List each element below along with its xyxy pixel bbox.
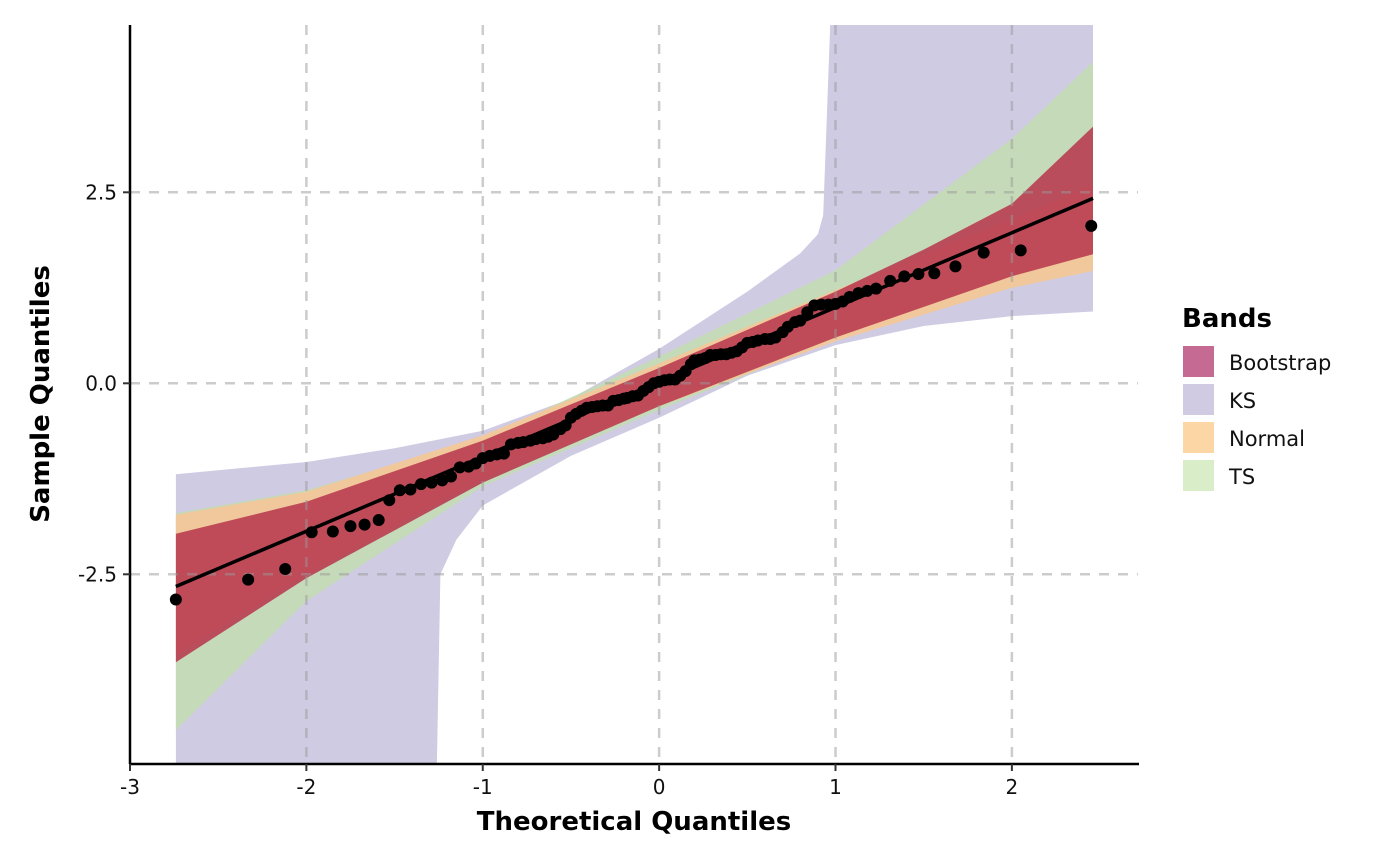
legend-title: Bands [1182, 304, 1272, 334]
sample-point [305, 526, 318, 539]
legend: Bands Bootstrap KS Normal TS [1182, 304, 1331, 491]
y-ticks: -2.5 0.0 2.5 [78, 180, 130, 586]
y-tick-label: 2.5 [85, 180, 117, 204]
sample-point [445, 470, 458, 483]
sample-point [169, 593, 182, 606]
sample-point [1014, 244, 1027, 257]
y-tick-label: -2.5 [78, 562, 117, 586]
sample-point [279, 562, 292, 575]
sample-point [358, 518, 371, 531]
sample-point [242, 573, 255, 586]
legend-swatch-normal [1183, 422, 1214, 453]
sample-points [169, 219, 1098, 606]
sample-point [928, 267, 941, 280]
x-axis-label: Theoretical Quantiles [477, 807, 792, 837]
sample-point [415, 478, 428, 491]
legend-swatch-ts [1183, 460, 1214, 491]
sample-point [393, 484, 406, 497]
sample-point [404, 483, 417, 496]
legend-swatch-ks [1183, 384, 1214, 415]
sample-point [898, 270, 911, 283]
sample-point [453, 461, 466, 474]
x-tick-label: -1 [473, 775, 493, 799]
sample-point [1085, 219, 1098, 232]
sample-point [326, 525, 339, 538]
sample-point [977, 246, 990, 259]
y-axis-label: Sample Quantiles [26, 265, 56, 523]
sample-point [870, 282, 883, 295]
sample-point [912, 268, 925, 281]
legend-swatch-bootstrap [1183, 346, 1214, 377]
x-tick-label: -3 [120, 775, 140, 799]
sample-point [425, 476, 438, 489]
sample-point [794, 314, 807, 327]
x-tick-label: 2 [1006, 775, 1019, 799]
x-tick-label: 0 [653, 775, 666, 799]
gridlines [130, 25, 1138, 763]
x-ticks: -3 -2 -1 0 1 2 [120, 764, 1018, 799]
sample-point [372, 514, 385, 527]
x-tick-label: -2 [296, 775, 316, 799]
sample-point [383, 494, 396, 507]
legend-label-normal: Normal [1229, 427, 1305, 451]
legend-label-ks: KS [1229, 389, 1256, 413]
axes [128, 25, 1139, 766]
y-tick-label: 0.0 [85, 371, 117, 395]
sample-point [884, 274, 897, 287]
sample-point [344, 520, 357, 533]
legend-label-ts: TS [1228, 465, 1255, 489]
x-tick-label: 1 [829, 775, 842, 799]
sample-point [497, 447, 510, 460]
sample-point [949, 260, 962, 273]
legend-label-bootstrap: Bootstrap [1229, 351, 1331, 375]
